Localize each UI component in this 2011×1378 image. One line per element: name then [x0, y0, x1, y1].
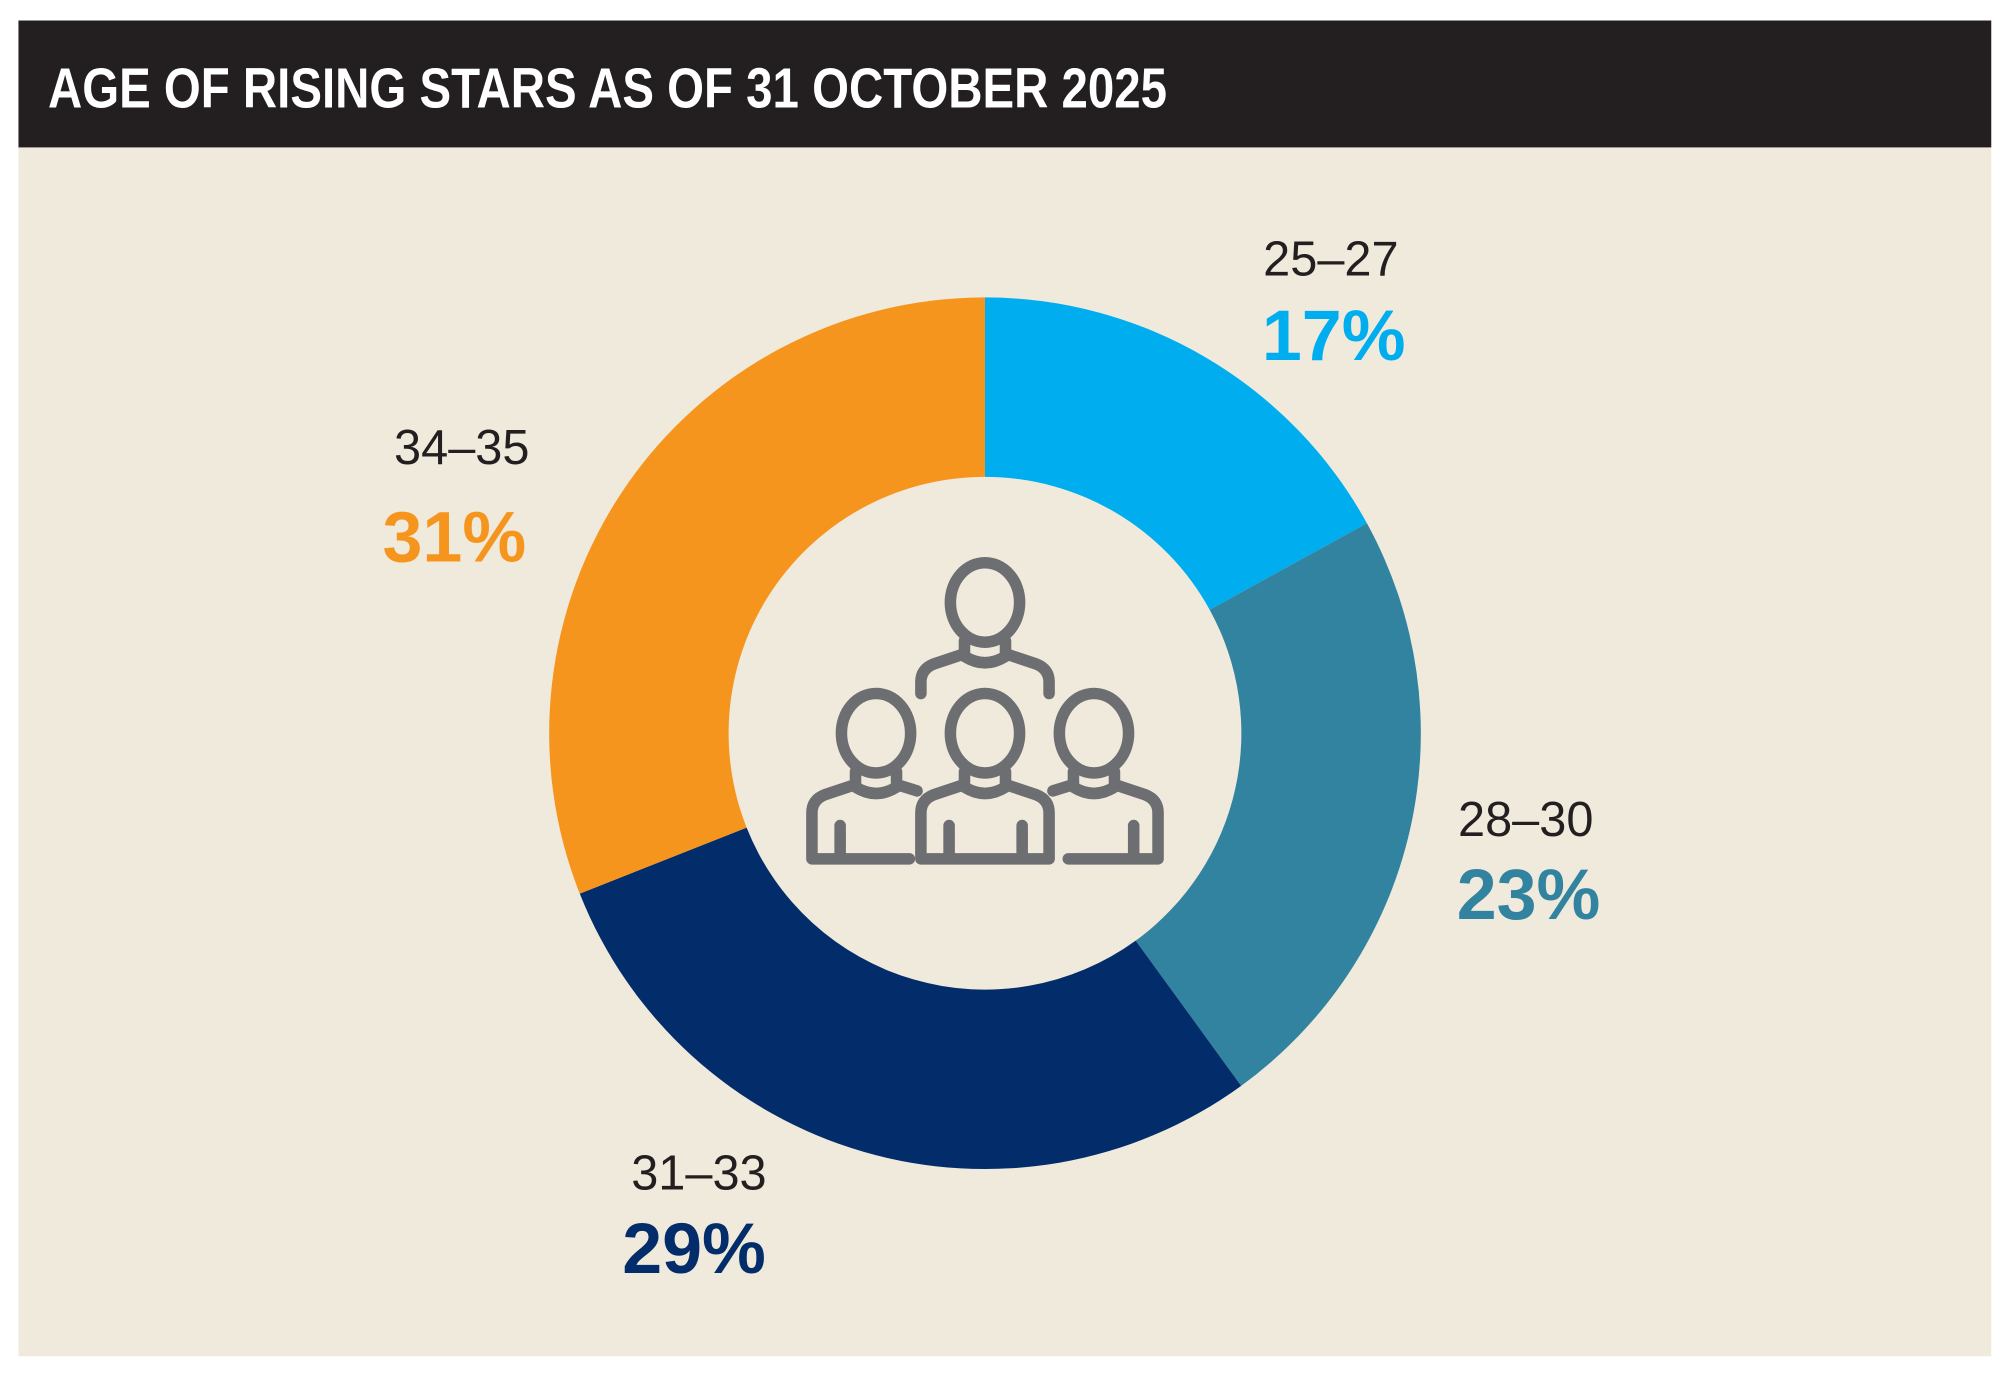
donut-slice-34-35: [549, 297, 985, 894]
donut-slice-28-30: [1135, 523, 1421, 1086]
label-25-27: 25–27 17%: [1262, 233, 1406, 377]
header-bar: [18, 20, 1992, 148]
donut-slice-31-33: [579, 827, 1242, 1170]
label-28-30: 28–30 23%: [1457, 793, 1601, 935]
label-34-35: 34–35 31%: [383, 421, 530, 577]
value-label: 31%: [383, 497, 527, 577]
value-label: 17%: [1262, 296, 1406, 376]
people-group-icon: [806, 556, 1164, 865]
category-label: 34–35: [394, 421, 529, 475]
category-label: 28–30: [1458, 793, 1593, 847]
value-label: 29%: [622, 1209, 766, 1289]
chart-title: AGE OF RISING STARS AS OF 31 OCTOBER 202…: [48, 57, 1167, 120]
donut-slice-25-27: [984, 297, 1367, 610]
donut-slices: [549, 297, 1421, 1170]
category-label: 31–33: [631, 1147, 766, 1201]
category-label: 25–27: [1263, 233, 1398, 287]
label-31-33: 31–33 29%: [622, 1147, 766, 1289]
value-label: 23%: [1457, 855, 1601, 935]
